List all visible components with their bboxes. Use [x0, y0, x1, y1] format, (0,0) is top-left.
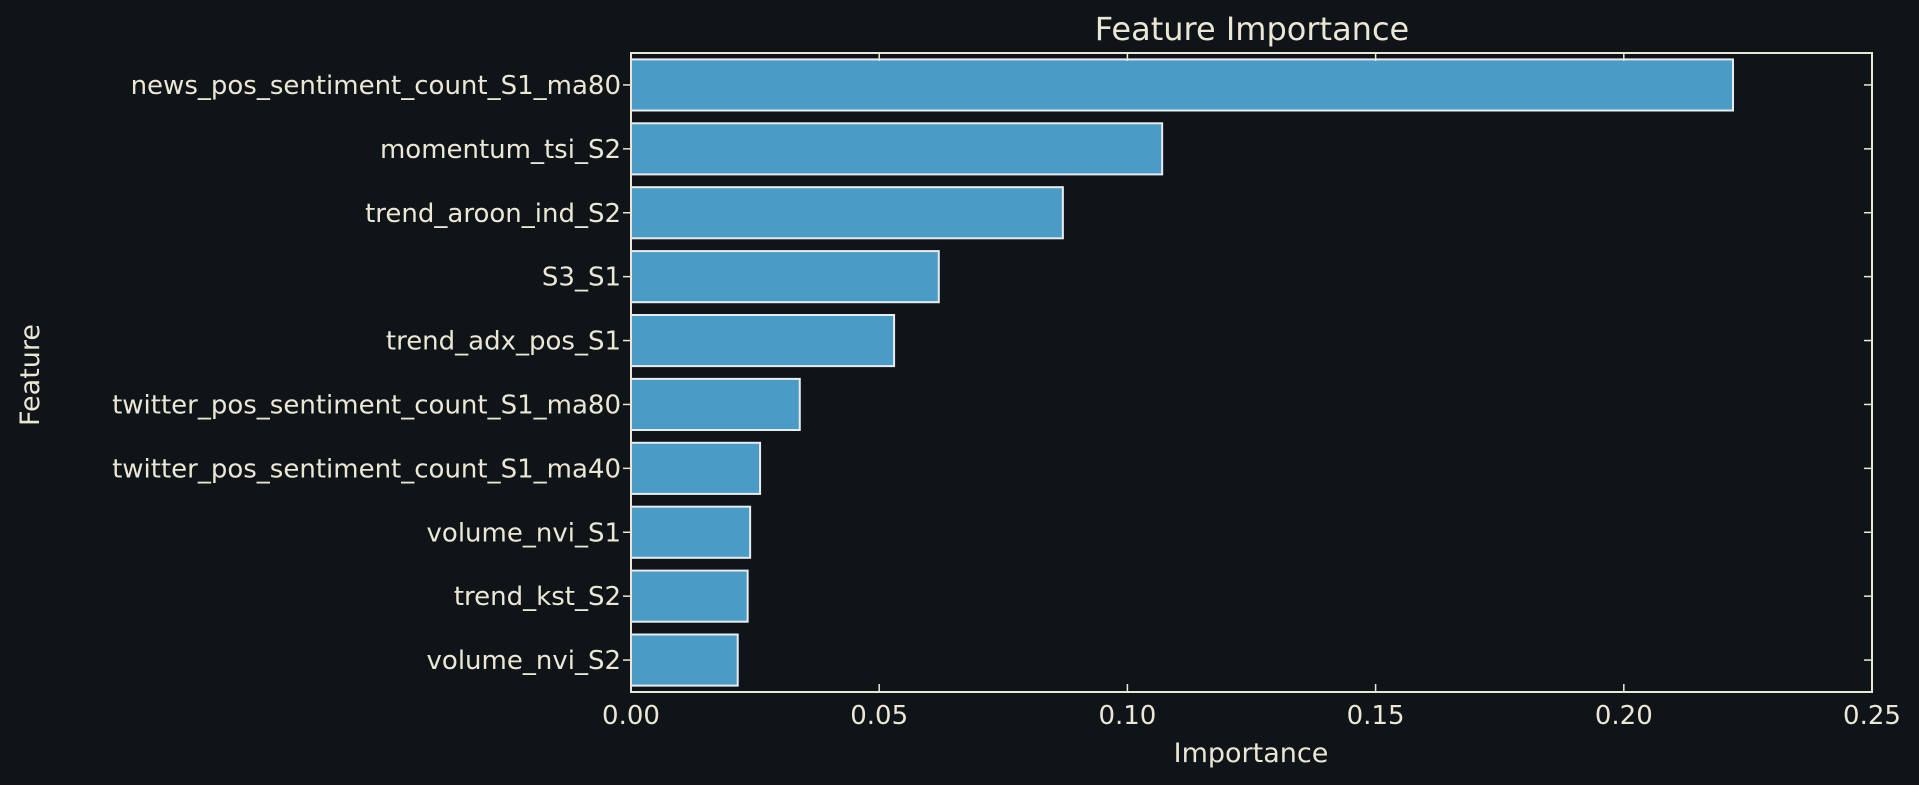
- bar: [630, 250, 940, 304]
- y-tick-label: twitter_pos_sentiment_count_S1_ma80: [112, 390, 621, 420]
- x-tick-label: 0.05: [850, 701, 908, 731]
- y-tick-label: momentum_tsi_S2: [380, 135, 621, 165]
- bar: [630, 313, 896, 368]
- x-tick-label: 0.00: [602, 701, 660, 731]
- y-tick-label: trend_aroon_ind_S2: [365, 199, 621, 229]
- bar: [630, 505, 752, 559]
- y-tick-label: news_pos_sentiment_count_S1_ma80: [131, 71, 621, 101]
- x-tick-label: 0.25: [1843, 701, 1901, 731]
- y-tick-labels: news_pos_sentiment_count_S1_ma80 momentum…: [112, 71, 1872, 676]
- y-tick-label: S3_S1: [542, 263, 621, 293]
- x-tick-label: 0.20: [1595, 701, 1653, 731]
- x-axis-title: Importance: [1174, 738, 1329, 769]
- y-tick-label: twitter_pos_sentiment_count_S1_ma40: [112, 454, 621, 484]
- y-tick-label: volume_nvi_S1: [427, 518, 621, 548]
- bar: [630, 377, 801, 432]
- y-tick-label: trend_adx_pos_S1: [386, 327, 621, 357]
- bar: [630, 569, 749, 623]
- y-axis-title: Feature: [15, 324, 46, 426]
- axes-frame: [630, 52, 1873, 693]
- y-tick-label: volume_nvi_S2: [427, 646, 621, 676]
- bars-layer: [630, 58, 1735, 687]
- bar: [630, 633, 739, 687]
- bar: [630, 186, 1064, 240]
- bar: [630, 441, 762, 495]
- x-tick-label: 0.10: [1098, 701, 1156, 731]
- x-tick-label: 0.15: [1347, 701, 1405, 731]
- bar: [630, 58, 1735, 112]
- y-tick-label: trend_kst_S2: [454, 582, 621, 612]
- bar: [630, 122, 1164, 176]
- chart-title: Feature Importance: [1095, 10, 1409, 48]
